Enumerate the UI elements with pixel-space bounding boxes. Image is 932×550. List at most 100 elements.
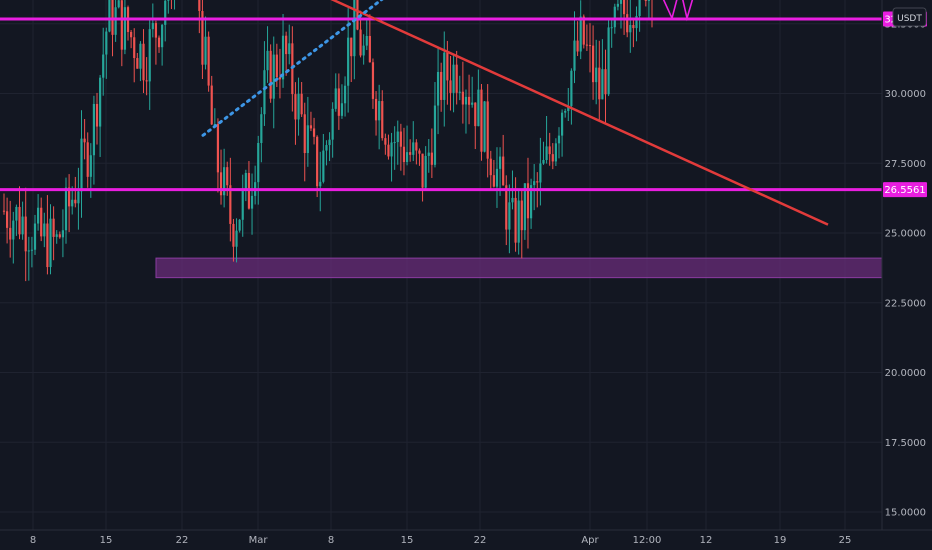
candle-body xyxy=(545,146,548,161)
x-tick-label: Mar xyxy=(249,535,269,546)
candle-body xyxy=(117,0,120,8)
candle-body xyxy=(86,142,89,177)
candle-body xyxy=(610,27,613,29)
candle-body xyxy=(390,142,393,157)
candle-body xyxy=(300,93,303,115)
y-tick-label: 27.5000 xyxy=(885,159,926,170)
candle-body xyxy=(151,23,154,30)
x-tick-label: 15 xyxy=(401,535,414,546)
candle-body xyxy=(495,168,499,187)
time-axis[interactable]: 8 15 22 Mar 8 15 22 Apr 12:00 12 19 25 xyxy=(0,529,932,546)
candle-body xyxy=(80,138,83,192)
candle-body xyxy=(77,191,80,204)
candle-body xyxy=(337,88,340,116)
candle-body xyxy=(43,223,46,237)
candle-body xyxy=(564,110,567,113)
ascending-projection-line xyxy=(201,0,384,137)
candle-body xyxy=(591,45,595,83)
x-tick-label: 25 xyxy=(839,535,852,546)
candle-body xyxy=(312,128,316,137)
candle-body xyxy=(297,93,300,120)
candle-body xyxy=(356,0,359,30)
candle-body xyxy=(446,52,449,81)
candle-body xyxy=(148,29,151,82)
currency-badge[interactable]: USDT xyxy=(892,7,927,27)
candle-body xyxy=(263,70,266,115)
candle-body xyxy=(632,25,635,29)
price-tag-bg xyxy=(883,182,927,198)
candle-body xyxy=(71,199,74,207)
candle-body xyxy=(402,146,406,163)
x-tick-label: Apr xyxy=(581,535,599,546)
candle-body xyxy=(216,123,220,173)
candle-body xyxy=(223,167,226,196)
candle-body xyxy=(638,0,641,16)
candle-body xyxy=(154,23,158,38)
x-tick-label: 15 xyxy=(100,535,113,546)
candle-body xyxy=(557,135,561,144)
candle-body xyxy=(570,70,573,107)
x-tick-label: 22 xyxy=(474,535,487,546)
candle-body xyxy=(647,0,650,1)
candle-body xyxy=(384,138,387,145)
candle-body xyxy=(309,125,313,129)
candlestick-series xyxy=(2,0,653,282)
x-tick-label: 12 xyxy=(700,535,713,546)
candle-body xyxy=(257,142,260,183)
x-tick-label: 19 xyxy=(774,535,787,546)
candle-body xyxy=(347,37,350,86)
candle-body xyxy=(467,96,471,105)
candle-body xyxy=(74,199,77,204)
candle-body xyxy=(145,80,148,82)
candle-body xyxy=(405,152,409,163)
candle-body xyxy=(61,230,65,238)
candle-body xyxy=(161,24,164,48)
candle-body xyxy=(55,234,58,237)
candle-body xyxy=(381,101,384,139)
candle-body xyxy=(489,158,492,176)
candle-body xyxy=(241,188,244,220)
candle-body xyxy=(508,202,511,230)
descending-trendline xyxy=(330,0,829,226)
candle-body xyxy=(198,0,201,11)
candle-body xyxy=(232,223,235,247)
candle-body xyxy=(95,103,99,127)
candle-body xyxy=(619,0,623,4)
candle-body xyxy=(393,142,396,144)
candle-body xyxy=(306,125,309,154)
candle-body xyxy=(502,156,505,186)
candle-body xyxy=(505,185,508,230)
candle-body xyxy=(598,67,601,100)
candle-body xyxy=(319,181,322,187)
candle-body xyxy=(588,45,592,47)
candle-body xyxy=(260,114,263,143)
candle-body xyxy=(604,69,607,95)
candle-body xyxy=(238,219,241,231)
candle-body xyxy=(46,223,49,268)
candle-body xyxy=(226,167,229,186)
candle-body xyxy=(269,50,272,99)
candle-body xyxy=(21,216,24,235)
candle-body xyxy=(40,207,43,237)
candle-body xyxy=(102,54,105,78)
candle-body xyxy=(486,101,489,159)
candle-body xyxy=(64,187,68,231)
candle-body xyxy=(523,183,526,231)
candle-body xyxy=(33,223,37,250)
candle-body xyxy=(139,43,142,69)
candle-body xyxy=(334,88,337,109)
candle-body xyxy=(477,89,480,127)
candle-body xyxy=(579,16,582,52)
support-zone xyxy=(155,257,883,279)
horizontal-levels xyxy=(0,17,882,192)
candle-body xyxy=(18,206,21,235)
candle-body xyxy=(433,105,437,165)
y-tick-label: 30.0000 xyxy=(885,89,926,100)
candle-body xyxy=(52,218,55,237)
candle-body xyxy=(350,37,353,57)
candle-body xyxy=(328,139,331,146)
candle-body xyxy=(474,102,477,127)
candle-body xyxy=(601,69,604,100)
candle-body xyxy=(111,0,114,35)
